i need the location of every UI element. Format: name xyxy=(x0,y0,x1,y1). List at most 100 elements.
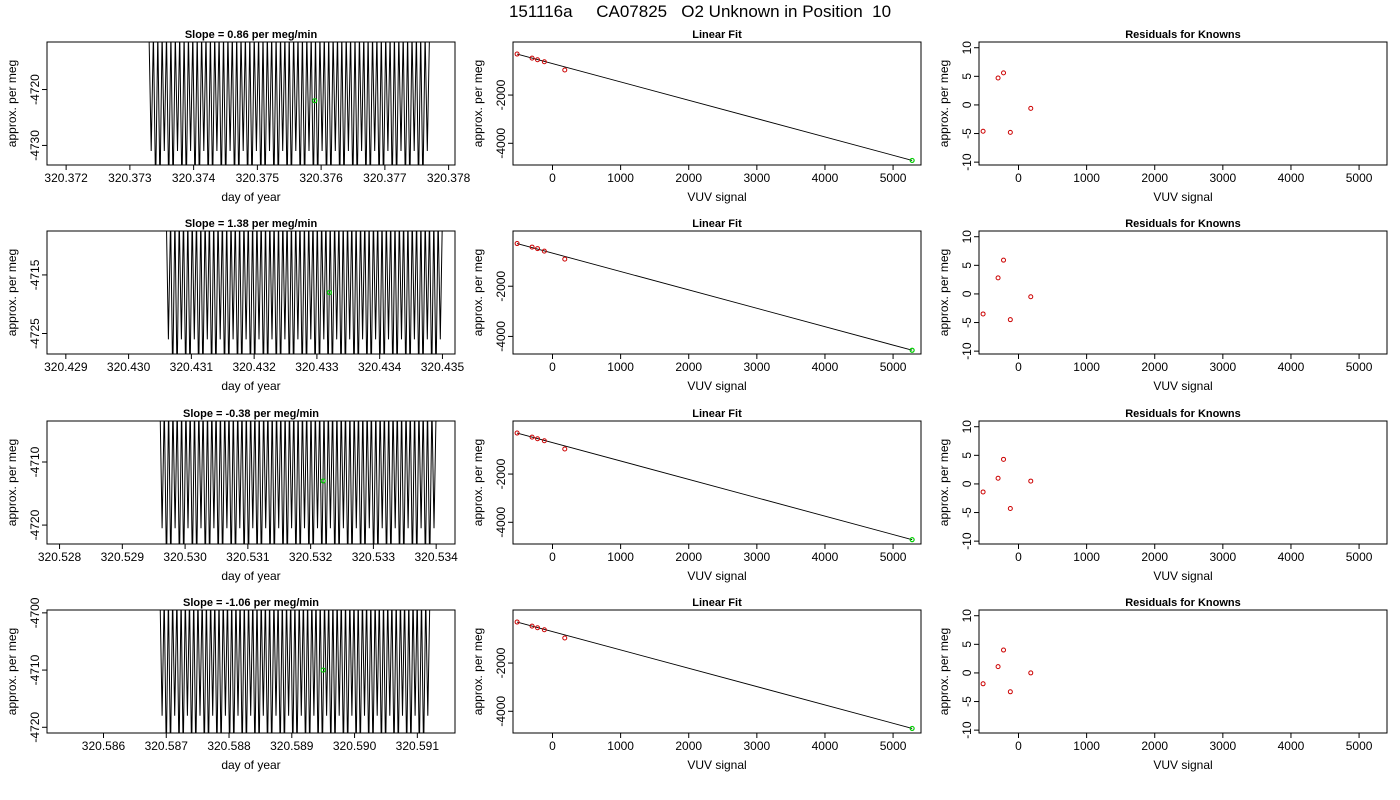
x-tick-label: 4000 xyxy=(1278,360,1305,374)
panel-3-3: Residuals for Knowns 0 1000 2000 3000 4000 500… xyxy=(937,408,1388,583)
known-point xyxy=(535,625,541,631)
x-tick-label: 320.378 xyxy=(427,171,471,185)
x-tick-label: 320.372 xyxy=(44,171,88,185)
x-tick-label: 320.588 xyxy=(207,739,251,753)
x-axis-label: VUV signal xyxy=(687,569,746,583)
x-tick-label: 320.589 xyxy=(270,739,314,753)
x-tick-label: 0 xyxy=(1015,550,1022,564)
known-point xyxy=(541,248,547,254)
residual-point xyxy=(1001,257,1007,263)
residual-point xyxy=(1007,506,1013,512)
y-axis-label: approx. per meg xyxy=(5,628,19,715)
known-point xyxy=(529,244,535,250)
panel-1-1: Slope = 0.86 per meg/min 320.372 320.373 32… xyxy=(5,29,471,204)
residual-point xyxy=(995,664,1001,670)
y-axis-label: approx. per meg xyxy=(471,249,485,336)
y-tick-label: 0 xyxy=(960,669,974,676)
x-tick-label: 320.377 xyxy=(363,171,407,185)
x-tick-label: 4000 xyxy=(812,550,839,564)
panel-title: Residuals for Knowns xyxy=(1125,597,1241,609)
panel-title: Linear Fit xyxy=(692,408,742,420)
x-tick-label: 2000 xyxy=(675,171,702,185)
x-tick-label: 320.586 xyxy=(82,739,126,753)
plot-area xyxy=(514,51,915,164)
plot-area xyxy=(514,619,915,732)
known-point xyxy=(529,623,535,629)
y-axis-label: approx. per meg xyxy=(937,628,951,715)
y-tick-label: -10 xyxy=(960,153,974,171)
y-tick-label: -4000 xyxy=(494,696,508,727)
plot-frame xyxy=(512,41,922,166)
x-tick-label: 0 xyxy=(549,550,556,564)
unknown-point xyxy=(320,667,326,673)
y-tick-label: 0 xyxy=(960,101,974,108)
x-tick-label: 320.429 xyxy=(44,360,88,374)
known-point xyxy=(541,438,547,444)
y-axis-label: approx. per meg xyxy=(937,249,951,336)
y-tick-label: 0 xyxy=(960,480,974,487)
x-tick-label: 1000 xyxy=(607,739,634,753)
x-tick-label: 3000 xyxy=(743,550,770,564)
x-tick-label: 4000 xyxy=(812,171,839,185)
x-tick-label: 4000 xyxy=(1278,171,1305,185)
x-tick-label: 3000 xyxy=(743,171,770,185)
x-tick-label: 320.531 xyxy=(226,550,270,564)
y-tick-label: -5 xyxy=(960,128,974,139)
x-tick-label: 4000 xyxy=(812,360,839,374)
plot-frame xyxy=(46,609,456,734)
x-tick-label: 3000 xyxy=(1209,739,1236,753)
x-axis-label: VUV signal xyxy=(1153,379,1212,393)
x-tick-label: 5000 xyxy=(880,550,907,564)
y-axis-label: approx. per meg xyxy=(471,60,485,147)
panel-3-1: Slope = -0.38 per meg/min 320.528 320.529 3… xyxy=(5,408,458,583)
x-tick-label: 1000 xyxy=(1073,171,1100,185)
plot-frame xyxy=(512,609,922,734)
known-point xyxy=(562,256,568,262)
y-tick-label: -4720 xyxy=(28,509,42,540)
y-tick-label: 0 xyxy=(960,290,974,297)
x-tick-label: 0 xyxy=(1015,171,1022,185)
plot-area xyxy=(980,70,1034,135)
y-axis-label: approx. per meg xyxy=(471,439,485,526)
x-tick-label: 1000 xyxy=(607,360,634,374)
residual-point xyxy=(995,75,1001,81)
x-tick-label: 0 xyxy=(549,171,556,185)
y-tick-label: -4000 xyxy=(494,321,508,352)
x-tick-label: 2000 xyxy=(675,360,702,374)
x-tick-label: 320.587 xyxy=(145,739,189,753)
x-tick-label: 3000 xyxy=(1209,171,1236,185)
y-tick-label: -10 xyxy=(960,532,974,550)
x-tick-label: 0 xyxy=(549,360,556,374)
x-tick-label: 320.376 xyxy=(299,171,343,185)
x-tick-label: 320.591 xyxy=(396,739,440,753)
residual-point xyxy=(1001,456,1007,462)
x-axis-label: VUV signal xyxy=(687,379,746,393)
figure-title: 151116a CA07825 O2 Unknown in Position 1… xyxy=(508,2,892,21)
x-tick-label: 320.431 xyxy=(170,360,214,374)
panel-3-2: Linear Fit 0 1000 2000 3000 4000 5000 -2000 -400… xyxy=(471,408,922,583)
y-tick-label: 10 xyxy=(960,420,974,434)
known-point xyxy=(514,241,520,247)
y-tick-label: -4725 xyxy=(28,318,42,349)
y-tick-label: 10 xyxy=(960,609,974,623)
unknown-point xyxy=(909,537,915,543)
panel-title: Linear Fit xyxy=(692,29,742,41)
plot-frame xyxy=(978,609,1388,734)
x-axis-label: day of year xyxy=(221,569,280,583)
x-tick-label: 320.430 xyxy=(107,360,151,374)
x-tick-label: 2000 xyxy=(675,739,702,753)
x-tick-label: 320.590 xyxy=(333,739,377,753)
y-tick-label: -4700 xyxy=(28,597,42,628)
panel-title: Linear Fit xyxy=(692,218,742,230)
plot-frame xyxy=(46,41,456,166)
y-tick-label: -4720 xyxy=(28,74,42,105)
signal-trace xyxy=(159,421,437,544)
x-tick-label: 320.435 xyxy=(421,360,465,374)
residual-point xyxy=(980,128,986,134)
x-tick-label: 320.374 xyxy=(172,171,216,185)
unknown-point xyxy=(909,157,915,164)
y-axis-label: approx. per meg xyxy=(5,439,19,526)
x-tick-label: 0 xyxy=(549,739,556,753)
panel-2-1: Slope = 1.38 per meg/min 320.429 320.430 32… xyxy=(5,218,465,393)
